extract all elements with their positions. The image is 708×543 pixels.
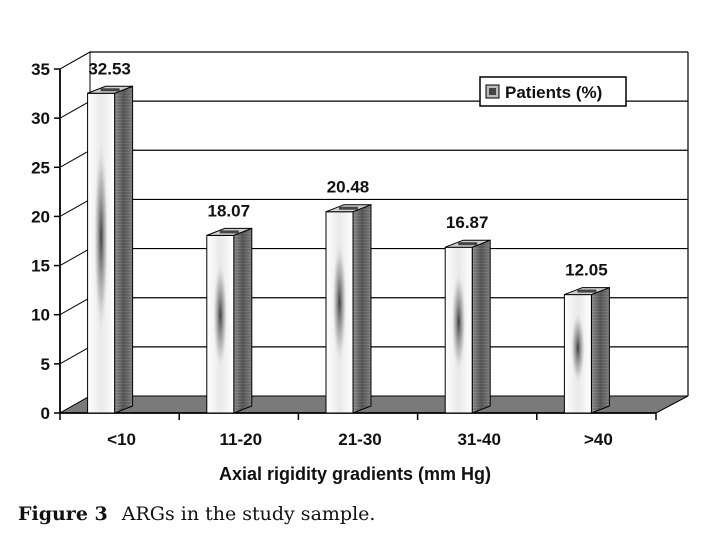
bar-side-texture: [233, 228, 252, 413]
y-tick-label: 5: [41, 355, 50, 374]
bar: [563, 286, 610, 414]
y-tick-label: 25: [31, 158, 50, 177]
bar-front-shade: [331, 237, 348, 367]
legend-label: Patients (%): [505, 83, 602, 102]
bar-front-shade: [570, 309, 586, 386]
y-tick-label: 0: [41, 404, 50, 423]
data-label: 18.07: [208, 201, 251, 220]
x-tick-label: >40: [584, 430, 613, 449]
y-tick-label: 35: [31, 60, 50, 79]
y-tick-label: 15: [31, 257, 50, 276]
x-tick-label: 21-30: [338, 430, 381, 449]
x-tick-label: 11-20: [220, 430, 263, 449]
gridline-diagonal: [59, 100, 91, 119]
bar-top-core: [219, 230, 239, 234]
gridline-diagonal: [59, 51, 91, 70]
bar: [206, 227, 253, 414]
data-label: 16.87: [446, 213, 489, 232]
bar-side-texture: [353, 204, 371, 413]
bar-front-shade: [212, 258, 228, 373]
bar-front-shade: [451, 268, 467, 375]
data-label: 20.48: [327, 178, 370, 197]
y-tick-label: 30: [31, 109, 50, 128]
bar-front-shade: [93, 134, 109, 340]
x-tick-label: <10: [107, 430, 136, 449]
bar-side-texture: [472, 240, 491, 413]
bar-top-core: [577, 289, 597, 293]
bar-top-core: [339, 206, 358, 210]
legend-swatch-core: [489, 88, 496, 95]
bar-top-core: [458, 242, 478, 246]
bar: [87, 85, 134, 414]
bar-top-core: [100, 88, 120, 92]
x-tick-label: 31-40: [457, 430, 500, 449]
gridline-diagonal: [59, 149, 91, 168]
legend: Patients (%): [479, 76, 627, 107]
y-tick-label: 20: [31, 207, 50, 226]
figure-caption: Figure 3 ARGs in the study sample.: [18, 503, 375, 525]
data-label: 32.53: [88, 59, 131, 78]
axes: 0 5 10 15 20 25 30 35 <10 11-20 21-30 31-40 >40: [31, 60, 657, 449]
bar: [325, 203, 372, 414]
gridline-diagonal: [59, 198, 91, 217]
side-wall: [59, 51, 91, 414]
bars: [87, 85, 610, 414]
bar-chart: 0 5 10 15 20 25 30 35 <10 11-20 21-30 31-40 >40 32.5…: [31, 51, 689, 484]
gridline-diagonal: [59, 346, 91, 365]
bar: [444, 239, 491, 414]
bar-side-texture: [114, 86, 133, 413]
gridline-diagonal: [59, 248, 91, 267]
data-labels: 32.53 18.07 20.48 16.87 12.05: [88, 59, 607, 279]
figure-label: Figure 3: [18, 503, 108, 525]
data-label: 12.05: [565, 261, 608, 280]
x-axis-title: Axial rigidity gradients (mm Hg): [219, 464, 491, 484]
y-tick-label: 10: [31, 306, 50, 325]
legend-box: [479, 76, 627, 107]
gridline-diagonal: [59, 297, 91, 316]
bar-side-texture: [591, 287, 610, 413]
caption-text: ARGs in the study sample.: [121, 503, 376, 525]
